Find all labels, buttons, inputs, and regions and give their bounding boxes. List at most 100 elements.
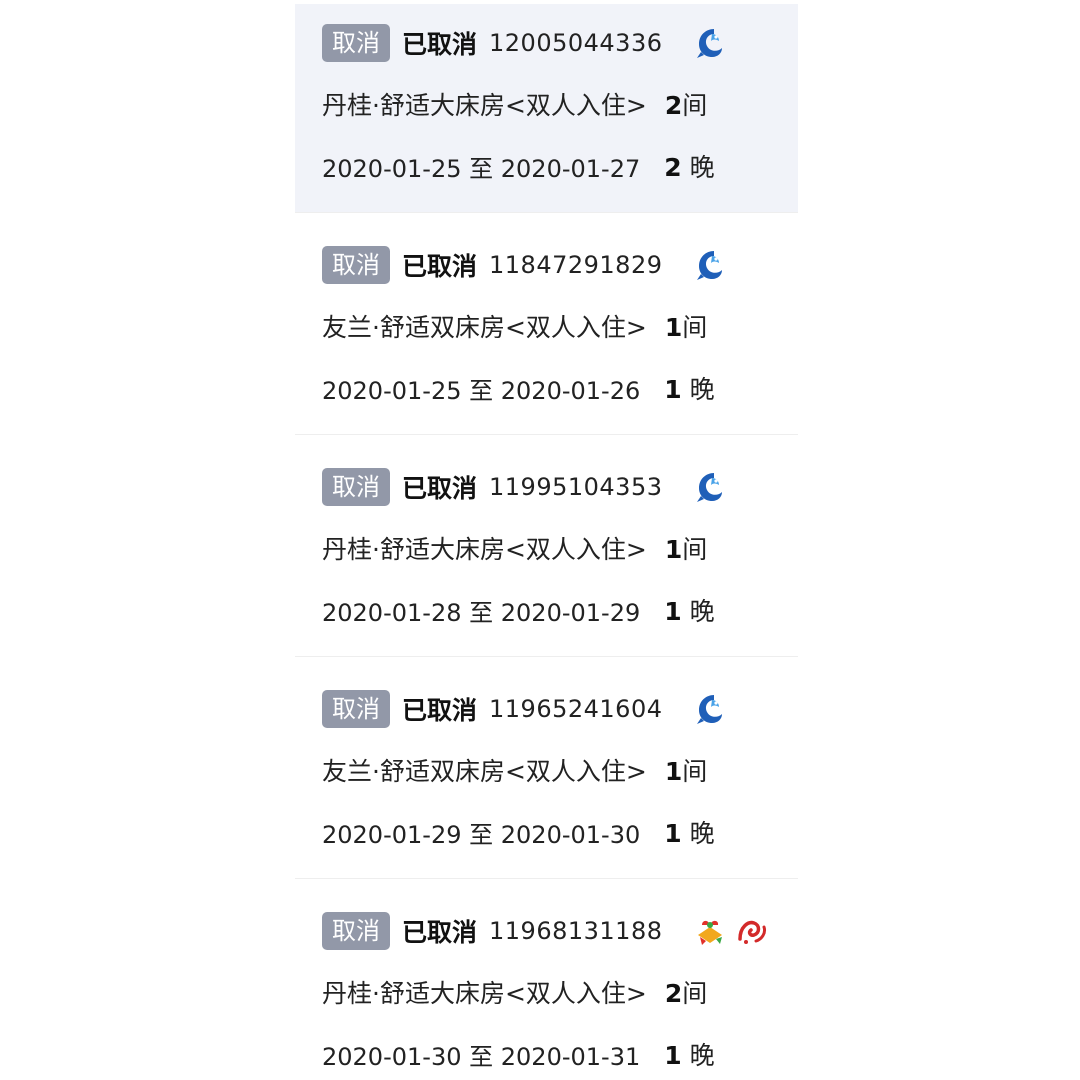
cancel-button[interactable]: 取消 (322, 24, 390, 62)
room-unit: 间 (682, 313, 708, 342)
check-out-date: 2020-01-29 (500, 598, 641, 627)
room-name: 丹桂·舒适大床房<双人入住> (322, 979, 647, 1008)
room-row: 友兰·舒适双床房<双人入住> 1间 (322, 750, 707, 790)
order-header-row: 取消 已取消 11968131188 (322, 911, 770, 951)
nights-count: 1 晚 (664, 592, 714, 628)
check-out-date: 2020-01-30 (500, 820, 641, 849)
nights-qty: 1 (664, 375, 682, 404)
date-range: 2020-01-28 至 2020-01-29 (322, 593, 640, 628)
order-list: 取消 已取消 12005044336 丹桂·舒适大床房<双人入住> 2间 202 (295, 4, 798, 1080)
order-id[interactable]: 11847291829 (489, 251, 663, 279)
room-count: 2间 (665, 974, 707, 1010)
order-status: 已取消 (402, 474, 478, 503)
order-id[interactable]: 11965241604 (489, 695, 663, 723)
order-header-row: 取消 已取消 11995104353 (322, 467, 728, 507)
range-separator: 至 (469, 376, 494, 405)
nights-unit: 晚 (689, 153, 715, 182)
date-range: 2020-01-25 至 2020-01-26 (322, 371, 640, 406)
room-row: 丹桂·舒适大床房<双人入住> 2间 (322, 84, 707, 124)
order-status: 已取消 (402, 696, 478, 725)
check-out-date: 2020-01-27 (500, 154, 641, 183)
room-name: 丹桂·舒适大床房<双人入住> (322, 535, 647, 564)
date-range: 2020-01-25 至 2020-01-27 (322, 149, 640, 184)
order-status: 已取消 (402, 30, 478, 59)
room-qty: 2 (664, 979, 683, 1008)
blue-shrimp-icon (697, 473, 723, 502)
check-out-date: 2020-01-26 (500, 376, 641, 405)
nights-qty: 1 (664, 597, 682, 626)
room-name: 丹桂·舒适大床房<双人入住> (322, 91, 647, 120)
nights-unit: 晚 (689, 375, 715, 404)
room-qty: 1 (664, 535, 683, 564)
date-row: 2020-01-25 至 2020-01-27 2 晚 (322, 146, 715, 186)
blue-shrimp-icon (697, 695, 723, 724)
date-range: 2020-01-30 至 2020-01-31 (322, 1037, 640, 1072)
blue-shrimp-icon (697, 29, 723, 58)
check-in-date: 2020-01-25 (322, 376, 462, 405)
date-row: 2020-01-25 至 2020-01-26 1 晚 (322, 368, 715, 408)
check-in-date: 2020-01-25 (322, 154, 462, 183)
blue-shrimp-icon (697, 251, 723, 280)
order-id[interactable]: 11968131188 (489, 917, 663, 945)
nights-count: 2 晚 (664, 148, 714, 184)
cancel-button[interactable]: 取消 (322, 246, 390, 284)
order-card[interactable]: 取消 已取消 11965241604 友兰·舒适双床房<双人入住> 1间 202 (295, 670, 798, 879)
order-card[interactable]: 取消 已取消 12005044336 丹桂·舒适大床房<双人入住> 2间 202 (295, 4, 798, 213)
room-qty: 1 (664, 757, 683, 786)
date-range: 2020-01-29 至 2020-01-30 (322, 815, 640, 850)
order-header-row: 取消 已取消 12005044336 (322, 23, 728, 63)
colorful-gift-icon (698, 920, 723, 945)
order-id[interactable]: 12005044336 (489, 29, 663, 57)
check-in-date: 2020-01-28 (322, 598, 462, 627)
room-count: 1间 (665, 752, 707, 788)
cancel-button[interactable]: 取消 (322, 912, 390, 950)
room-unit: 间 (682, 535, 708, 564)
nights-qty: 2 (664, 153, 682, 182)
channel-icons (692, 247, 728, 283)
room-unit: 间 (682, 91, 708, 120)
room-unit: 间 (682, 979, 708, 1008)
check-in-date: 2020-01-29 (322, 820, 462, 849)
check-in-date: 2020-01-30 (322, 1042, 462, 1071)
order-status: 已取消 (402, 252, 478, 281)
channel-icons (692, 469, 728, 505)
nights-qty: 1 (664, 819, 682, 848)
channel-icons (692, 25, 728, 61)
room-count: 2间 (665, 86, 707, 122)
nights-count: 1 晚 (664, 370, 714, 406)
cancel-button[interactable]: 取消 (322, 468, 390, 506)
nights-unit: 晚 (689, 597, 715, 626)
channel-icons (692, 691, 728, 727)
order-header-row: 取消 已取消 11847291829 (322, 245, 728, 285)
channel-icons (692, 913, 770, 949)
room-name: 友兰·舒适双床房<双人入住> (322, 757, 647, 786)
room-unit: 间 (682, 757, 708, 786)
range-separator: 至 (469, 820, 494, 849)
order-card[interactable]: 取消 已取消 11968131188 (295, 892, 798, 1080)
room-name: 友兰·舒适双床房<双人入住> (322, 313, 647, 342)
nights-unit: 晚 (689, 819, 715, 848)
room-row: 丹桂·舒适大床房<双人入住> 2间 (322, 972, 707, 1012)
room-qty: 2 (664, 91, 683, 120)
cancel-button[interactable]: 取消 (322, 690, 390, 728)
nights-count: 1 晚 (664, 1036, 714, 1072)
nights-unit: 晚 (689, 1041, 715, 1070)
room-count: 1间 (665, 308, 707, 344)
order-id[interactable]: 11995104353 (489, 473, 663, 501)
room-count: 1间 (665, 530, 707, 566)
order-header-row: 取消 已取消 11965241604 (322, 689, 728, 729)
room-qty: 1 (664, 313, 683, 342)
order-status: 已取消 (402, 918, 478, 947)
range-separator: 至 (469, 598, 494, 627)
order-card[interactable]: 取消 已取消 11995104353 丹桂·舒适大床房<双人入住> 1间 202 (295, 448, 798, 657)
date-row: 2020-01-29 至 2020-01-30 1 晚 (322, 812, 715, 852)
room-row: 友兰·舒适双床房<双人入住> 1间 (322, 306, 707, 346)
order-card[interactable]: 取消 已取消 11847291829 友兰·舒适双床房<双人入住> 1间 202 (295, 226, 798, 435)
red-swirl-icon (738, 920, 767, 944)
nights-count: 1 晚 (664, 814, 714, 850)
range-separator: 至 (469, 1042, 494, 1071)
date-row: 2020-01-28 至 2020-01-29 1 晚 (322, 590, 715, 630)
date-row: 2020-01-30 至 2020-01-31 1 晚 (322, 1034, 715, 1074)
nights-qty: 1 (664, 1041, 682, 1070)
